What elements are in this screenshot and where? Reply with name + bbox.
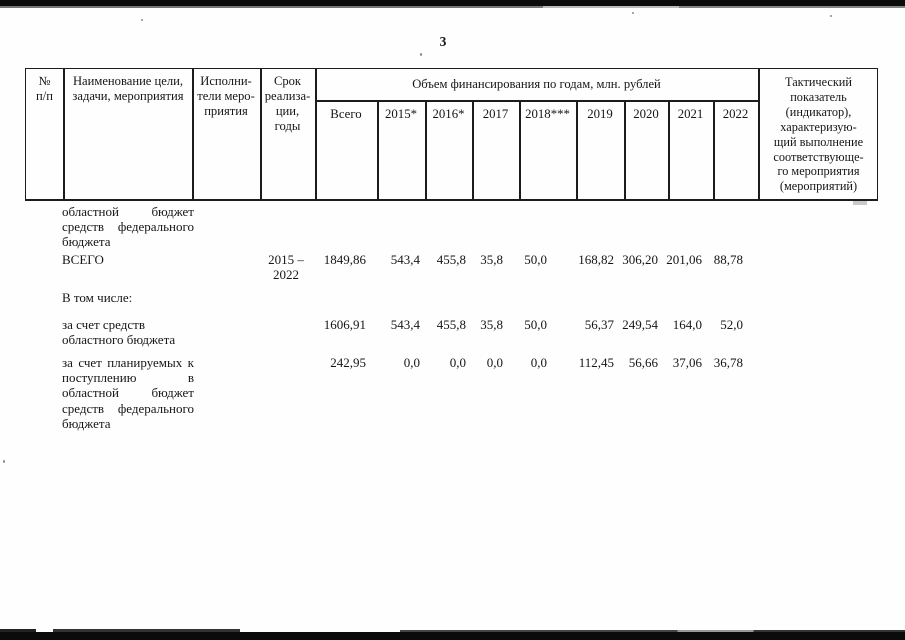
header-cell-indicator: Тактический показатель (индикатор), хара… xyxy=(773,75,864,194)
header-year-2019: 2019 xyxy=(587,107,613,121)
value-cell-2021: 164,0 xyxy=(672,317,702,332)
year-column-divider xyxy=(668,100,670,199)
column-divider xyxy=(315,69,317,199)
scan-speck xyxy=(141,19,143,21)
year-column-divider xyxy=(519,100,521,199)
value-cell-2021: 201,06 xyxy=(666,252,702,267)
header-year-2016: 2016* xyxy=(432,107,465,121)
value-cell-total: 1606,91 xyxy=(323,317,366,332)
value-cell-2017: 0,0 xyxy=(486,355,503,370)
value-cell-2022: 36,78 xyxy=(713,355,743,370)
value-cell-2017: 35,8 xyxy=(480,317,503,332)
header-year-2021: 2021 xyxy=(677,107,704,121)
scan-artifact-top-bar xyxy=(0,0,905,8)
value-cell-2022: 52,0 xyxy=(720,317,743,332)
value-cell-2015: 0,0 xyxy=(403,355,420,370)
header-year-2017: 2017 xyxy=(482,107,509,121)
scan-speck xyxy=(830,15,832,17)
financing-subheader-divider xyxy=(315,100,758,102)
value-cell-2016: 0,0 xyxy=(449,355,466,370)
term-cell: 2015 – 2022 xyxy=(268,252,304,283)
row-label: областной бюджет средств федерального бю… xyxy=(62,204,194,250)
header-cell-financing: Объем финансирования по годам, млн. рубл… xyxy=(412,77,661,91)
year-column-divider xyxy=(472,100,474,199)
scan-smudge xyxy=(853,200,867,205)
year-column-divider xyxy=(576,100,578,199)
value-cell-2016: 455,8 xyxy=(436,252,466,267)
header-year-2022: 2022 xyxy=(722,107,749,121)
header-year-2020: 2020 xyxy=(633,107,659,121)
value-cell-2018: 0,0 xyxy=(530,355,547,370)
row-label: за счет планируемых к поступлению в обла… xyxy=(62,355,194,431)
value-cell-2018: 50,0 xyxy=(524,252,547,267)
year-column-divider xyxy=(713,100,715,199)
page-number: 3 xyxy=(439,34,447,49)
header-year-total: Всего xyxy=(330,107,362,121)
row-label: ВСЕГО xyxy=(62,252,104,267)
header-cell-num: № п/п xyxy=(36,74,53,103)
year-column-divider xyxy=(377,100,379,199)
row-label: В том числе: xyxy=(62,290,133,305)
row-label: за счет средств областного бюджета xyxy=(62,317,176,348)
table-header: № п/п Наименование цели, задачи, меропри… xyxy=(25,68,878,201)
year-column-divider xyxy=(425,100,427,199)
value-cell-2019: 56,37 xyxy=(584,317,614,332)
column-divider xyxy=(758,69,760,199)
value-cell-2015: 543,4 xyxy=(390,317,420,332)
value-cell-total: 242,95 xyxy=(330,355,366,370)
value-cell-2018: 50,0 xyxy=(524,317,547,332)
column-divider xyxy=(63,69,65,199)
scan-speck xyxy=(420,53,422,56)
header-cell-term: Срок реализа- ции, годы xyxy=(264,74,311,133)
header-year-2018: 2018*** xyxy=(525,107,570,121)
scan-speck xyxy=(632,12,634,14)
value-cell-total: 1849,86 xyxy=(323,252,366,267)
value-cell-2019: 112,45 xyxy=(578,355,614,370)
value-cell-2020: 56,66 xyxy=(628,355,658,370)
value-cell-2017: 35,8 xyxy=(480,252,503,267)
column-divider xyxy=(260,69,262,199)
value-cell-2021: 37,06 xyxy=(672,355,702,370)
value-cell-2020: 306,20 xyxy=(622,252,658,267)
value-cell-2016: 455,8 xyxy=(436,317,466,332)
header-cell-name: Наименование цели, задачи, мероприятия xyxy=(72,74,184,103)
value-cell-2019: 168,82 xyxy=(578,252,614,267)
value-cell-2020: 249,54 xyxy=(622,317,658,332)
header-year-2015: 2015* xyxy=(385,107,417,121)
header-cell-executors: Исполни- тели меро- приятия xyxy=(197,74,255,118)
value-cell-2022: 88,78 xyxy=(713,252,743,267)
scan-artifact-bottom-bar xyxy=(0,629,905,640)
column-divider xyxy=(192,69,194,199)
value-cell-2015: 543,4 xyxy=(390,252,420,267)
year-column-divider xyxy=(624,100,626,199)
scan-speck xyxy=(3,460,5,463)
